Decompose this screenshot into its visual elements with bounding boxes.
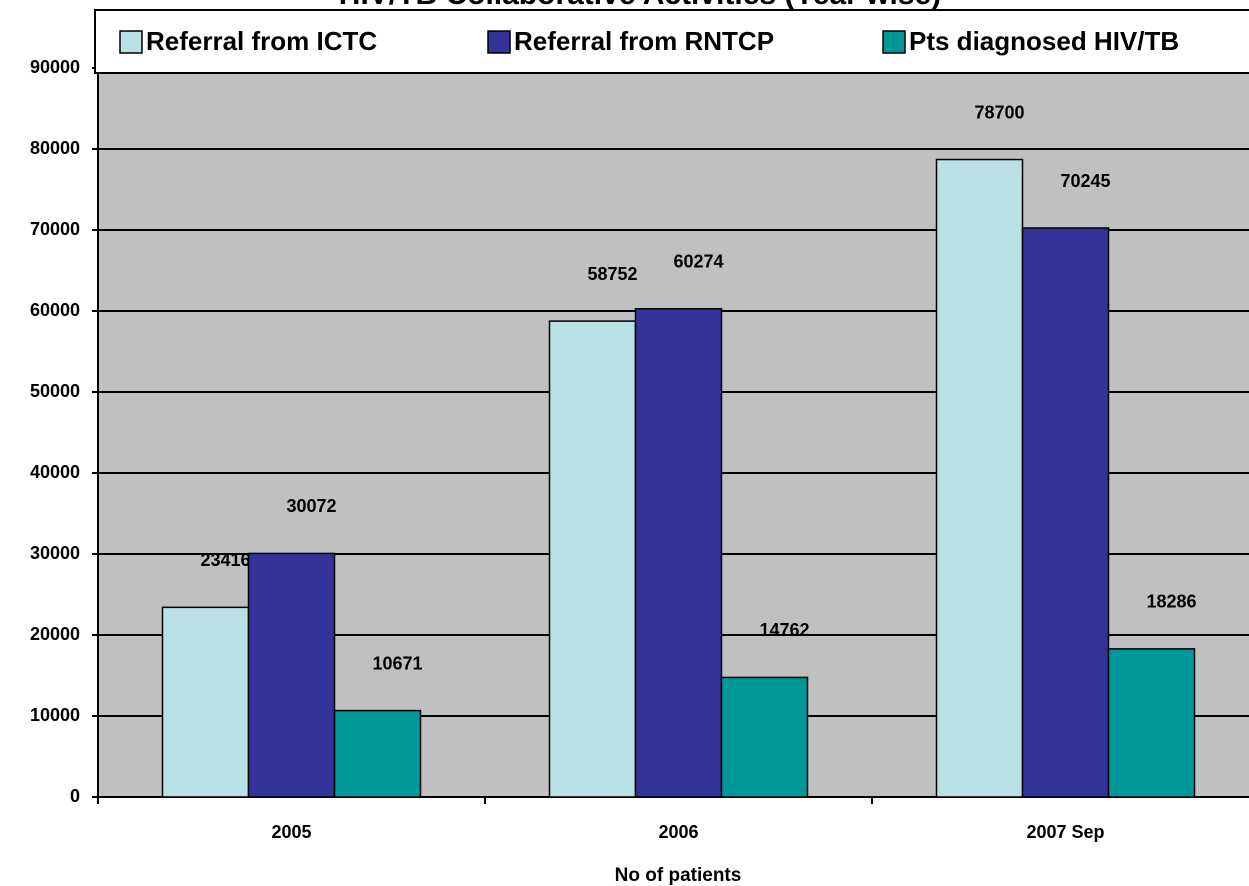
chart-title: HIV/TB Collaborative Activities (Year wi… xyxy=(339,0,941,11)
y-tick-label: 20000 xyxy=(30,624,80,644)
bar xyxy=(720,676,809,798)
legend-swatch xyxy=(119,30,143,54)
bar xyxy=(1021,227,1110,798)
value-label: 14762 xyxy=(759,620,809,640)
bar xyxy=(247,552,336,798)
y-tick-label: 70000 xyxy=(30,219,80,239)
legend-box xyxy=(94,9,1249,74)
y-tick-label: 60000 xyxy=(30,300,80,320)
y-tick-label: 80000 xyxy=(30,138,80,158)
value-label: 10671 xyxy=(372,653,422,673)
bar xyxy=(1107,648,1196,798)
bar xyxy=(634,308,723,798)
value-label: 23416 xyxy=(200,550,250,570)
y-tick-label: 10000 xyxy=(30,705,80,725)
value-label: 70245 xyxy=(1060,171,1110,191)
x-tick-label: 2007 Sep xyxy=(1026,822,1104,842)
legend-label: Referral from RNTCP xyxy=(514,26,774,56)
x-axis-label: No of patients xyxy=(615,865,742,886)
bar xyxy=(935,158,1024,798)
y-tick-label: 0 xyxy=(70,786,80,806)
value-label: 18286 xyxy=(1146,592,1196,612)
value-label: 30072 xyxy=(286,496,336,516)
value-label: 58752 xyxy=(587,264,637,284)
legend-swatch xyxy=(882,30,906,54)
y-tick-label: 90000 xyxy=(30,57,80,77)
y-tick-label: 30000 xyxy=(30,543,80,563)
bar xyxy=(161,606,250,798)
x-tick-label: 2005 xyxy=(271,822,311,842)
value-label: 78700 xyxy=(974,102,1024,122)
y-tick-label: 50000 xyxy=(30,381,80,401)
legend-label: Referral from ICTC xyxy=(146,26,377,56)
bar xyxy=(548,320,637,798)
y-tick-label: 40000 xyxy=(30,462,80,482)
legend-swatch xyxy=(487,30,511,54)
legend-label: Pts diagnosed HIV/TB xyxy=(909,26,1179,56)
value-label: 60274 xyxy=(673,252,723,272)
x-tick-label: 2006 xyxy=(658,822,698,842)
bar xyxy=(333,709,422,798)
